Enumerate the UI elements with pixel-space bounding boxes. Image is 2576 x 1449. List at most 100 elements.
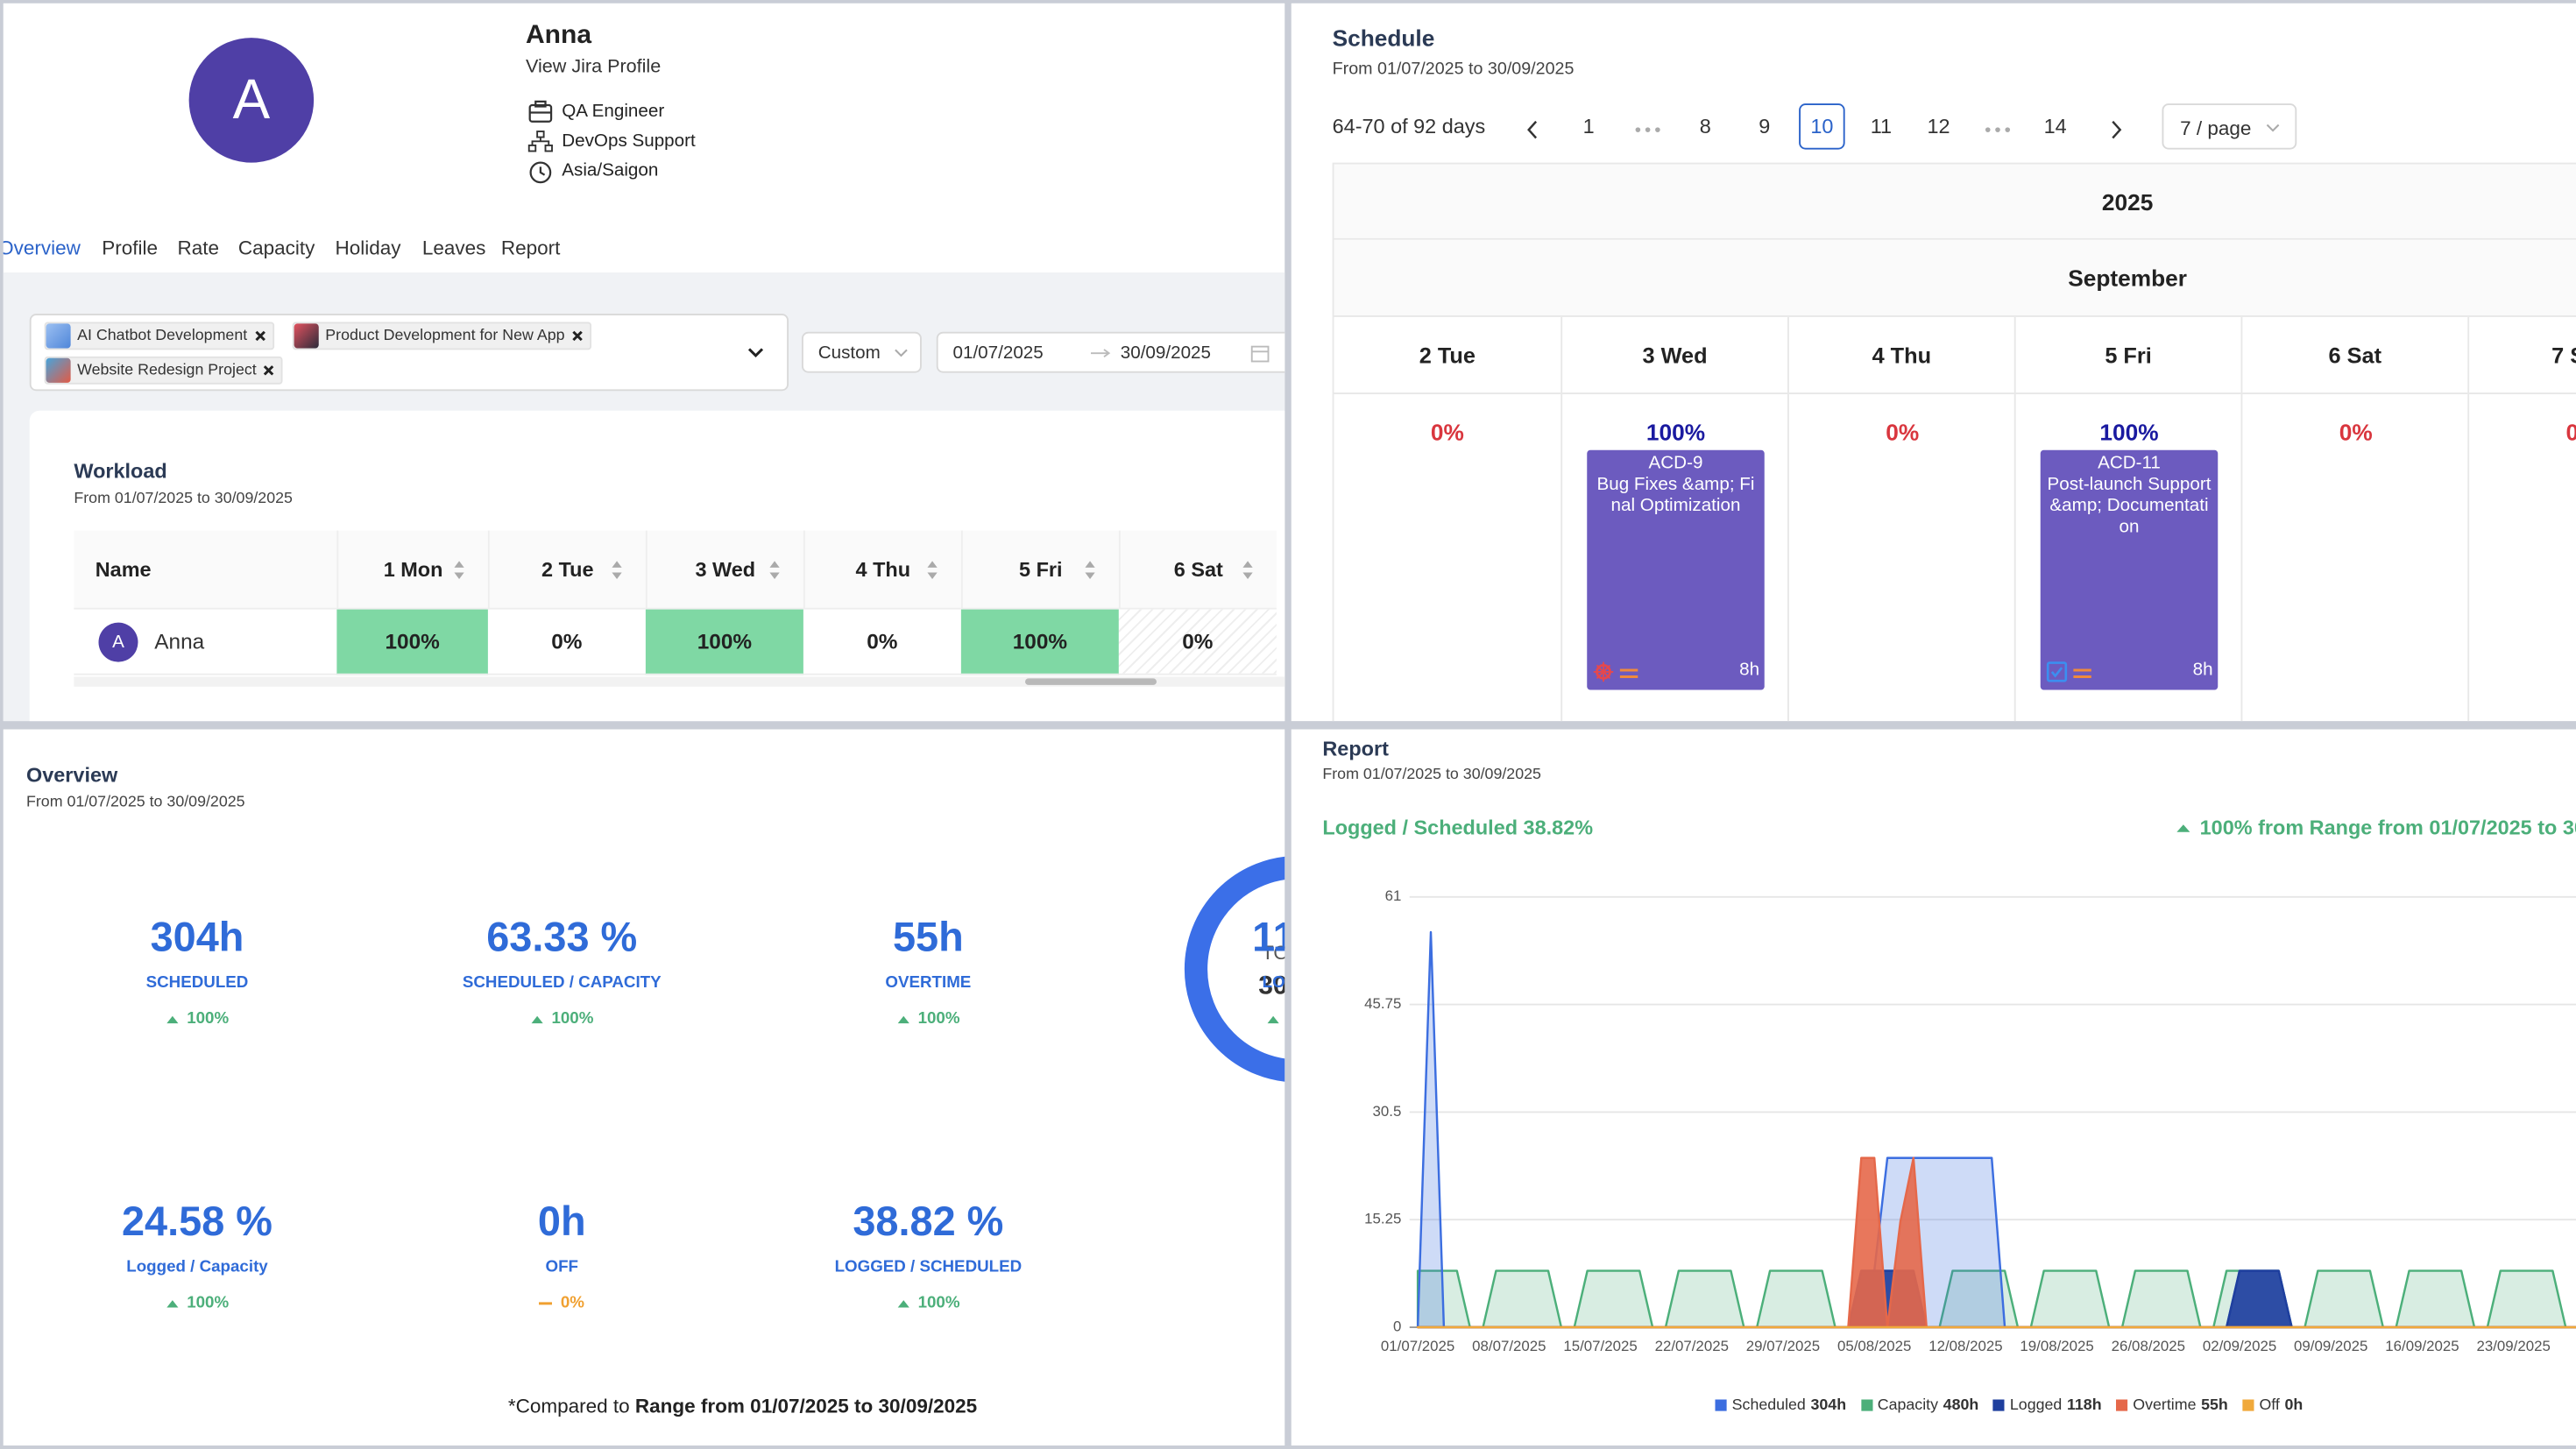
- content-area: AI Chatbot Development Product Developmen…: [4, 272, 1285, 721]
- day-load: 0%: [2469, 417, 2576, 447]
- stat-change: 100%: [682, 1293, 1175, 1313]
- column-header: 2 Tue: [488, 531, 646, 610]
- page-number[interactable]: 11: [1858, 103, 1905, 150]
- tab[interactable]: Overview: [4, 238, 81, 258]
- day-column: 0%: [2241, 394, 2468, 721]
- schedule-panel: Schedule From 01/07/2025 to 30/09/2025 6…: [1292, 4, 2576, 721]
- page-size[interactable]: 7 / page: [2162, 103, 2297, 150]
- note-prefix: *Compared to: [508, 1395, 630, 1417]
- project-filter[interactable]: AI Chatbot Development Product Developmen…: [30, 314, 789, 391]
- task-summary: Bug Fixes &amp; Final Optimization: [1587, 475, 1765, 518]
- page-number[interactable]: 12: [1915, 103, 1962, 150]
- page-arrow[interactable]: [1526, 120, 1539, 140]
- workload-cell: 100%: [961, 610, 1119, 675]
- tab-bar: Overview Profile Rate Capacity Holiday Leaves…: [4, 4, 1285, 274]
- header-text: 2 Tue: [541, 558, 594, 581]
- tab[interactable]: Capacity: [238, 238, 315, 258]
- month: September: [1334, 240, 2576, 317]
- tab[interactable]: Rate: [178, 238, 220, 258]
- legend-item[interactable]: Capacity480h: [1861, 1396, 1978, 1415]
- x-tick-label: 26/08/2025: [2112, 1338, 2185, 1354]
- trend-icon: [896, 1013, 909, 1024]
- legend-swatch: [1716, 1400, 1727, 1411]
- page-ellipsis: [1983, 125, 2013, 135]
- x-tick-label: 02/09/2025: [2203, 1338, 2276, 1354]
- sort-icon[interactable]: [612, 560, 623, 580]
- day-load: 0%: [2242, 417, 2469, 447]
- project-chip: Website Redesign Project: [45, 357, 283, 385]
- project-chip: AI Chatbot Development: [45, 322, 274, 350]
- tab[interactable]: Leaves: [422, 238, 486, 258]
- task-card[interactable]: ACD-11Post-launch Support &amp; Document…: [2041, 450, 2219, 690]
- priority-icon: [2073, 667, 2091, 680]
- legend-item[interactable]: Logged118h: [1993, 1396, 2101, 1415]
- legend-item[interactable]: Overtime55h: [2116, 1396, 2227, 1415]
- x-tick-label: 19/08/2025: [2020, 1338, 2093, 1354]
- date-range[interactable]: 01/07/2025 30/09/2025: [937, 332, 1285, 373]
- sort-icon[interactable]: [1242, 560, 1254, 580]
- day-header: 3 Wed: [1560, 317, 1787, 394]
- column-header: 1 Mon: [336, 531, 488, 610]
- page-number[interactable]: 10: [1799, 103, 1845, 150]
- day-column: 0%: [2467, 394, 2576, 721]
- x-tick-label: 29/07/2025: [1746, 1338, 1820, 1354]
- tab[interactable]: Holiday: [336, 238, 401, 258]
- page-arrow[interactable]: [2110, 120, 2123, 140]
- x-tick-label: 09/09/2025: [2294, 1338, 2367, 1354]
- legend-total: 304h: [1810, 1396, 1846, 1415]
- workload-cell: 0%: [1119, 610, 1277, 675]
- legend-total: 0h: [2285, 1396, 2304, 1415]
- y-tick-label: 15.25: [1364, 1211, 1401, 1227]
- page-number[interactable]: 14: [2032, 103, 2078, 150]
- remove-icon[interactable]: [571, 330, 583, 342]
- range-type: Custom: [818, 345, 881, 364]
- page-number[interactable]: 8: [1682, 103, 1729, 150]
- page-number[interactable]: 1: [1566, 103, 1612, 150]
- legend-item[interactable]: Off0h: [2243, 1396, 2304, 1415]
- schedule-table: 2025 September 2 Tue0%3 Wed100%ACD-9Bug …: [1333, 163, 2576, 722]
- range-select[interactable]: Custom: [802, 332, 922, 373]
- scroll-thumb[interactable]: [1025, 678, 1157, 685]
- remove-icon[interactable]: [263, 364, 274, 376]
- tab[interactable]: Profile: [102, 238, 158, 258]
- day-column: 100%ACD-9Bug Fixes &amp; Final Optimizat…: [1560, 394, 1787, 721]
- workload-table: Name1 Mon2 Tue3 Wed4 Thu5 Fri6 SatAAnna1…: [74, 531, 1284, 687]
- change-text: 100%: [187, 1009, 229, 1028]
- task-card[interactable]: ACD-9Bug Fixes &amp; Final Optimization 8…: [1587, 450, 1765, 690]
- x-tick-label: 23/09/2025: [2476, 1338, 2550, 1354]
- day-header: 5 Fri: [2014, 317, 2241, 394]
- page-ellipsis: [1633, 125, 1663, 135]
- x-tick-label: 22/07/2025: [1655, 1338, 1729, 1354]
- day-load: 0%: [1334, 417, 1561, 447]
- day-column: 0%: [1334, 394, 1561, 721]
- trend-icon: [166, 1297, 179, 1308]
- legend-item[interactable]: Scheduled304h: [1716, 1396, 1846, 1415]
- y-tick-label: 61: [1385, 887, 1402, 904]
- series-area: [1418, 932, 2576, 1327]
- legend-swatch: [1861, 1400, 1872, 1411]
- year: 2025: [1334, 165, 2576, 240]
- sort-icon[interactable]: [769, 560, 781, 580]
- project-name: Product Development for New App: [325, 327, 564, 345]
- note-range: Range from 01/07/2025 to 30/09/2025: [635, 1395, 977, 1417]
- x-tick-label: 08/07/2025: [1472, 1338, 1546, 1354]
- task-hours: 8h: [1739, 661, 1759, 682]
- header-text: 1 Mon: [384, 558, 443, 581]
- workload-title: Workload: [74, 462, 166, 482]
- x-tick-label: 15/07/2025: [1563, 1338, 1637, 1354]
- x-tick-label: 05/08/2025: [1837, 1338, 1911, 1354]
- end-date: 30/09/2025: [1121, 345, 1211, 364]
- sort-icon[interactable]: [927, 560, 938, 580]
- change-text: 0%: [561, 1294, 584, 1312]
- compare-note: *Compared to Range from 01/07/2025 to 30…: [250, 1395, 1235, 1417]
- remove-icon[interactable]: [254, 330, 265, 342]
- sort-icon[interactable]: [1085, 560, 1096, 580]
- y-tick-label: 45.75: [1364, 995, 1401, 1012]
- task-key: ACD-9: [1587, 450, 1765, 475]
- tab[interactable]: Report: [501, 238, 561, 258]
- page-number[interactable]: 9: [1742, 103, 1788, 150]
- trend-icon: [1266, 1013, 1279, 1024]
- issue-type-icon: [1592, 661, 1615, 683]
- stat-value: 38.82 %: [682, 1199, 1175, 1246]
- sort-icon[interactable]: [454, 560, 465, 580]
